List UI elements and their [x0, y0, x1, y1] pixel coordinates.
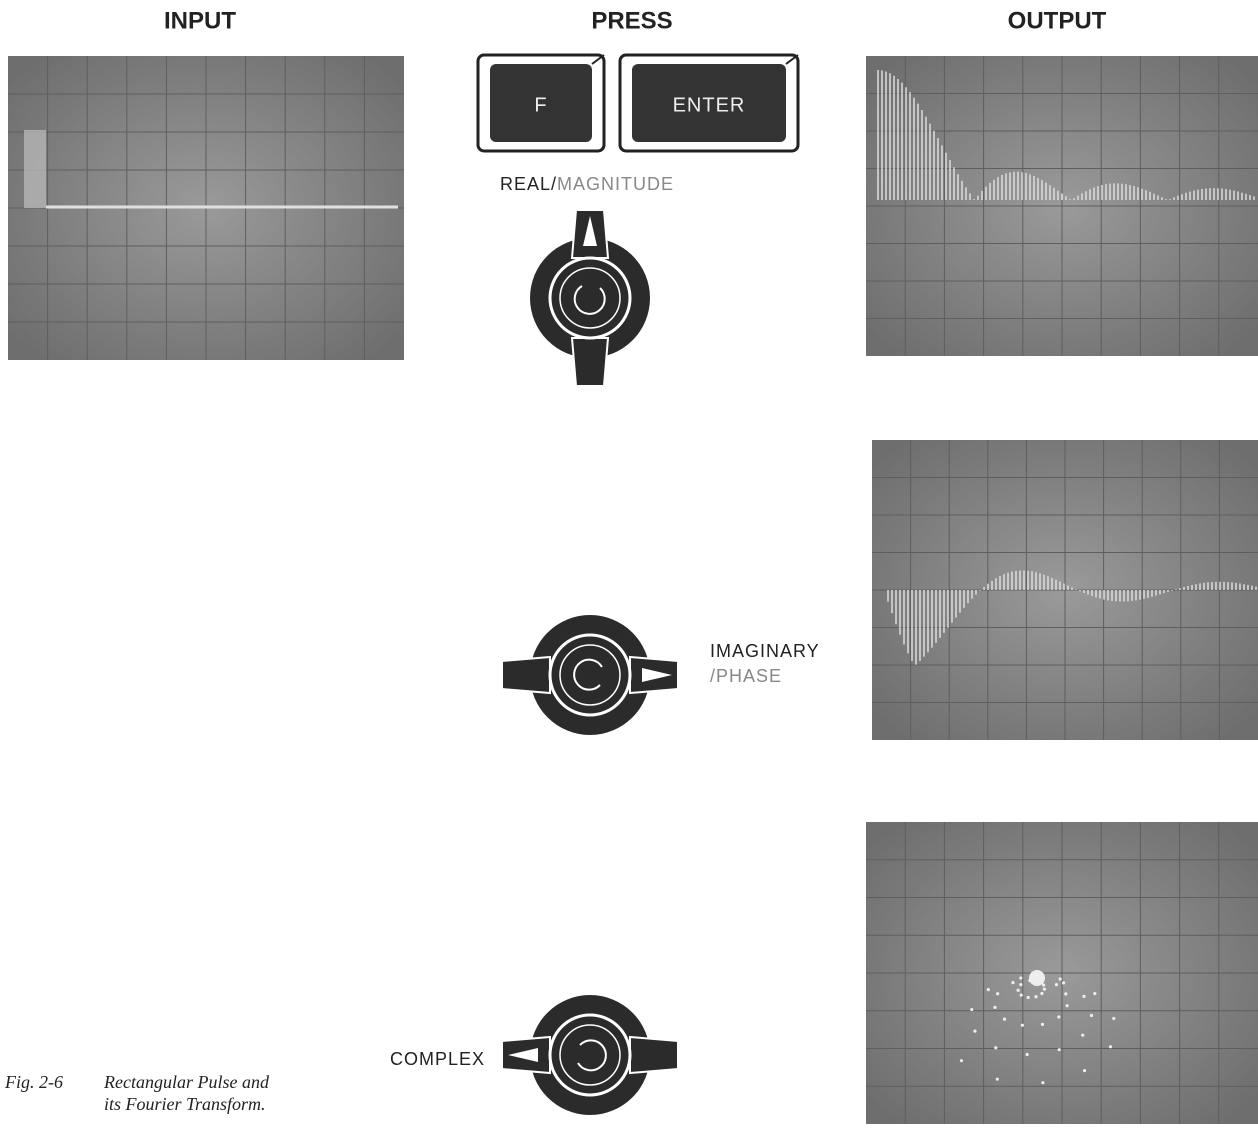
- knob-cap-inner: [559, 1024, 621, 1086]
- trace-dot: [1082, 994, 1086, 998]
- trace-dot: [1061, 981, 1066, 985]
- caption-text: its Fourier Transform.: [104, 1094, 266, 1114]
- knob-cap: [548, 633, 632, 717]
- selector-knob: [501, 615, 679, 735]
- trace-dot: [1002, 1017, 1007, 1021]
- trace-dot: [1019, 976, 1023, 980]
- selector-knob: [530, 209, 650, 387]
- scope-screen: [866, 56, 1258, 356]
- pulse: [24, 130, 46, 208]
- mode-label: COMPLEX: [390, 1049, 485, 1069]
- trace-dot: [1081, 1033, 1085, 1037]
- trace-dot: [1026, 995, 1030, 1000]
- mode-label-part: REAL/: [500, 174, 557, 194]
- trace-dot: [995, 1077, 999, 1081]
- knob-swirl: [577, 1039, 607, 1072]
- knob-pointer: [570, 209, 610, 387]
- caption-number: Fig. 2-6: [4, 1072, 63, 1092]
- trace-dot: [1054, 983, 1059, 987]
- knob-indicator: [642, 668, 672, 682]
- trace-dot: [1041, 978, 1045, 982]
- mode-label-part: MAGNITUDE: [557, 174, 674, 194]
- trace-dot: [986, 988, 990, 992]
- knob-pointer: [501, 1035, 679, 1075]
- trace-dot: [1028, 978, 1032, 983]
- trace-dot: [973, 1029, 977, 1033]
- trace-dot: [1019, 983, 1023, 987]
- trace-dot: [1064, 992, 1068, 996]
- knob-cap-inner: [559, 644, 621, 706]
- knob-swirl: [573, 658, 603, 691]
- key-label: F: [534, 94, 547, 116]
- mode-label: /PHASE: [710, 666, 782, 686]
- trace-dot: [1016, 988, 1020, 992]
- trace-dot: [1035, 976, 1039, 980]
- knob-cap: [548, 1013, 632, 1097]
- knob-swirl: [573, 285, 606, 315]
- trace-dot: [1057, 1048, 1061, 1052]
- trace-dot: [970, 1007, 974, 1012]
- trace-dot: [1025, 1052, 1029, 1057]
- knob-cap: [548, 256, 632, 340]
- trace-dot: [1041, 1081, 1045, 1085]
- trace-dot: [994, 1046, 998, 1050]
- trace-dot: [1093, 992, 1097, 996]
- trace-dot: [1034, 995, 1038, 999]
- trace-dot: [1065, 1004, 1069, 1008]
- caption-text: Rectangular Pulse and: [103, 1072, 270, 1092]
- knob-indicator: [583, 216, 597, 246]
- mode-label: IMAGINARY: [710, 641, 820, 661]
- trace-dot: [993, 1005, 997, 1010]
- trace-dot: [1020, 1023, 1024, 1027]
- trace-dot: [1058, 977, 1062, 981]
- column-header: PRESS: [591, 7, 672, 34]
- trace-dot: [1057, 1015, 1061, 1019]
- trace-dot: [1011, 981, 1015, 985]
- knob-pointer: [501, 655, 679, 695]
- column-header: OUTPUT: [1008, 7, 1107, 34]
- trace-dot: [1108, 1045, 1113, 1049]
- mode-label: REAL/MAGNITUDE: [500, 174, 674, 194]
- key-label: ENTER: [673, 94, 746, 116]
- trace-dot: [1042, 987, 1047, 991]
- trace-dot: [1042, 983, 1046, 987]
- trace-dot: [1089, 1013, 1094, 1018]
- trace-dot: [1040, 1022, 1045, 1026]
- scope-screen: [872, 440, 1258, 740]
- knob-cap-inner: [559, 267, 621, 329]
- trace-dot: [1019, 993, 1023, 997]
- scope-screen: [8, 56, 404, 360]
- key-f: F: [476, 53, 606, 153]
- trace-dot: [1112, 1016, 1116, 1021]
- knob-indicator: [508, 1048, 538, 1062]
- key-enter: ENTER: [618, 53, 800, 153]
- column-header: INPUT: [164, 7, 236, 34]
- trace-dot: [959, 1059, 964, 1063]
- selector-knob: [501, 995, 679, 1115]
- scope-screen: [866, 822, 1258, 1124]
- trace-dot: [1040, 991, 1044, 996]
- trace-dot: [1082, 1068, 1087, 1073]
- trace-dot: [996, 992, 1000, 996]
